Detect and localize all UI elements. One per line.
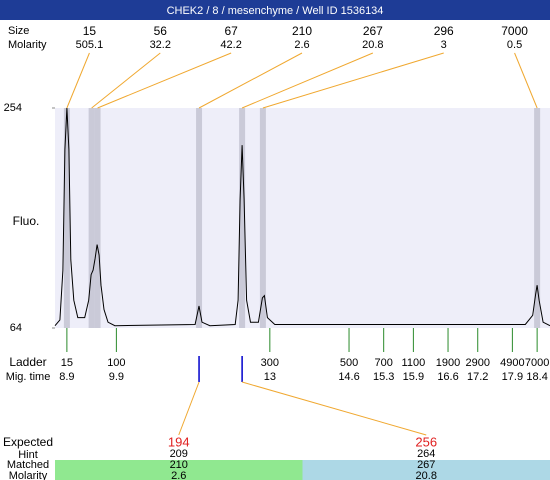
matched-size: 210	[170, 459, 188, 471]
peak-size: 56	[154, 24, 168, 38]
peak-size: 67	[224, 24, 238, 38]
matched-molarity: 20.8	[416, 470, 437, 480]
ladder-size: 100	[107, 357, 125, 369]
ladder-time: 17.9	[502, 371, 523, 383]
peak-connector	[241, 52, 374, 109]
row-label: Matched	[7, 459, 49, 471]
peak-connector	[198, 52, 303, 109]
ladder-size: 4900	[500, 357, 524, 369]
peak-molarity: 0.5	[507, 39, 522, 51]
ladder-time: 17.2	[467, 371, 488, 383]
expected-size: 194	[168, 434, 190, 449]
ladder-size: 7000	[525, 357, 549, 369]
peak-size: 267	[363, 24, 383, 38]
peak-band	[239, 108, 246, 328]
trace	[54, 107, 550, 327]
hint-size: 264	[417, 448, 435, 460]
matched-size: 267	[417, 459, 435, 471]
ladder-time: 14.6	[338, 371, 359, 383]
matched-cell	[302, 460, 550, 480]
y-axis-label: Fluo.	[13, 214, 40, 228]
peak-molarity: 20.8	[362, 39, 383, 51]
peak-band	[534, 108, 541, 328]
header-bar	[0, 0, 550, 20]
row-label: Molarity	[9, 470, 48, 480]
row-label: Ladder	[9, 355, 46, 369]
ladder-size: 2900	[465, 357, 489, 369]
peak-connector	[262, 52, 444, 109]
peak-molarity: 505.1	[76, 39, 104, 51]
row-label: Mig. time	[6, 371, 51, 383]
ladder-time: 18.4	[526, 371, 547, 383]
ladder-size: 1900	[436, 357, 460, 369]
y-tick-label: 254	[4, 102, 22, 114]
plot-area	[55, 108, 550, 328]
chart-title: CHEK2 / 8 / mesenchyme / Well ID 1536134	[167, 5, 384, 17]
matched-molarity: 2.6	[171, 470, 186, 480]
peak-connector	[91, 52, 161, 109]
peak-size: 296	[434, 24, 454, 38]
ladder-time: 16.6	[437, 371, 458, 383]
peak-size: 15	[83, 24, 97, 38]
y-tick-label: 64	[10, 322, 22, 334]
peak-band	[63, 108, 70, 328]
peak-molarity: 42.2	[220, 39, 241, 51]
expected-connector	[241, 381, 427, 436]
peak-band	[259, 108, 266, 328]
ladder-size: 300	[261, 357, 279, 369]
ladder-time: 8.9	[59, 371, 74, 383]
peak-connector	[66, 52, 90, 109]
peak-size: 210	[292, 24, 312, 38]
peak-molarity: 2.6	[294, 39, 309, 51]
ladder-time: 15.3	[373, 371, 394, 383]
expected-size: 256	[415, 434, 437, 449]
peak-connector	[514, 52, 538, 109]
peak-size: 7000	[501, 24, 528, 38]
peak-band	[94, 108, 101, 328]
row-label: Size	[8, 25, 29, 37]
ladder-time: 13	[264, 371, 276, 383]
expected-connector	[178, 381, 200, 436]
peak-band	[88, 108, 95, 328]
matched-cell	[55, 460, 303, 480]
peak-molarity: 32.2	[150, 39, 171, 51]
row-label: Hint	[18, 449, 38, 461]
ladder-time: 9.9	[109, 371, 124, 383]
ladder-size: 15	[61, 357, 73, 369]
peak-molarity: 3	[441, 39, 447, 51]
peak-band	[196, 108, 203, 328]
ladder-size: 700	[375, 357, 393, 369]
row-label: Molarity	[8, 39, 47, 51]
ladder-size: 1100	[402, 357, 426, 369]
row-label: Expected	[3, 435, 53, 449]
ladder-size: 500	[340, 357, 358, 369]
ladder-time: 15.9	[403, 371, 424, 383]
peak-connector	[97, 52, 232, 109]
hint-size: 209	[170, 448, 188, 460]
